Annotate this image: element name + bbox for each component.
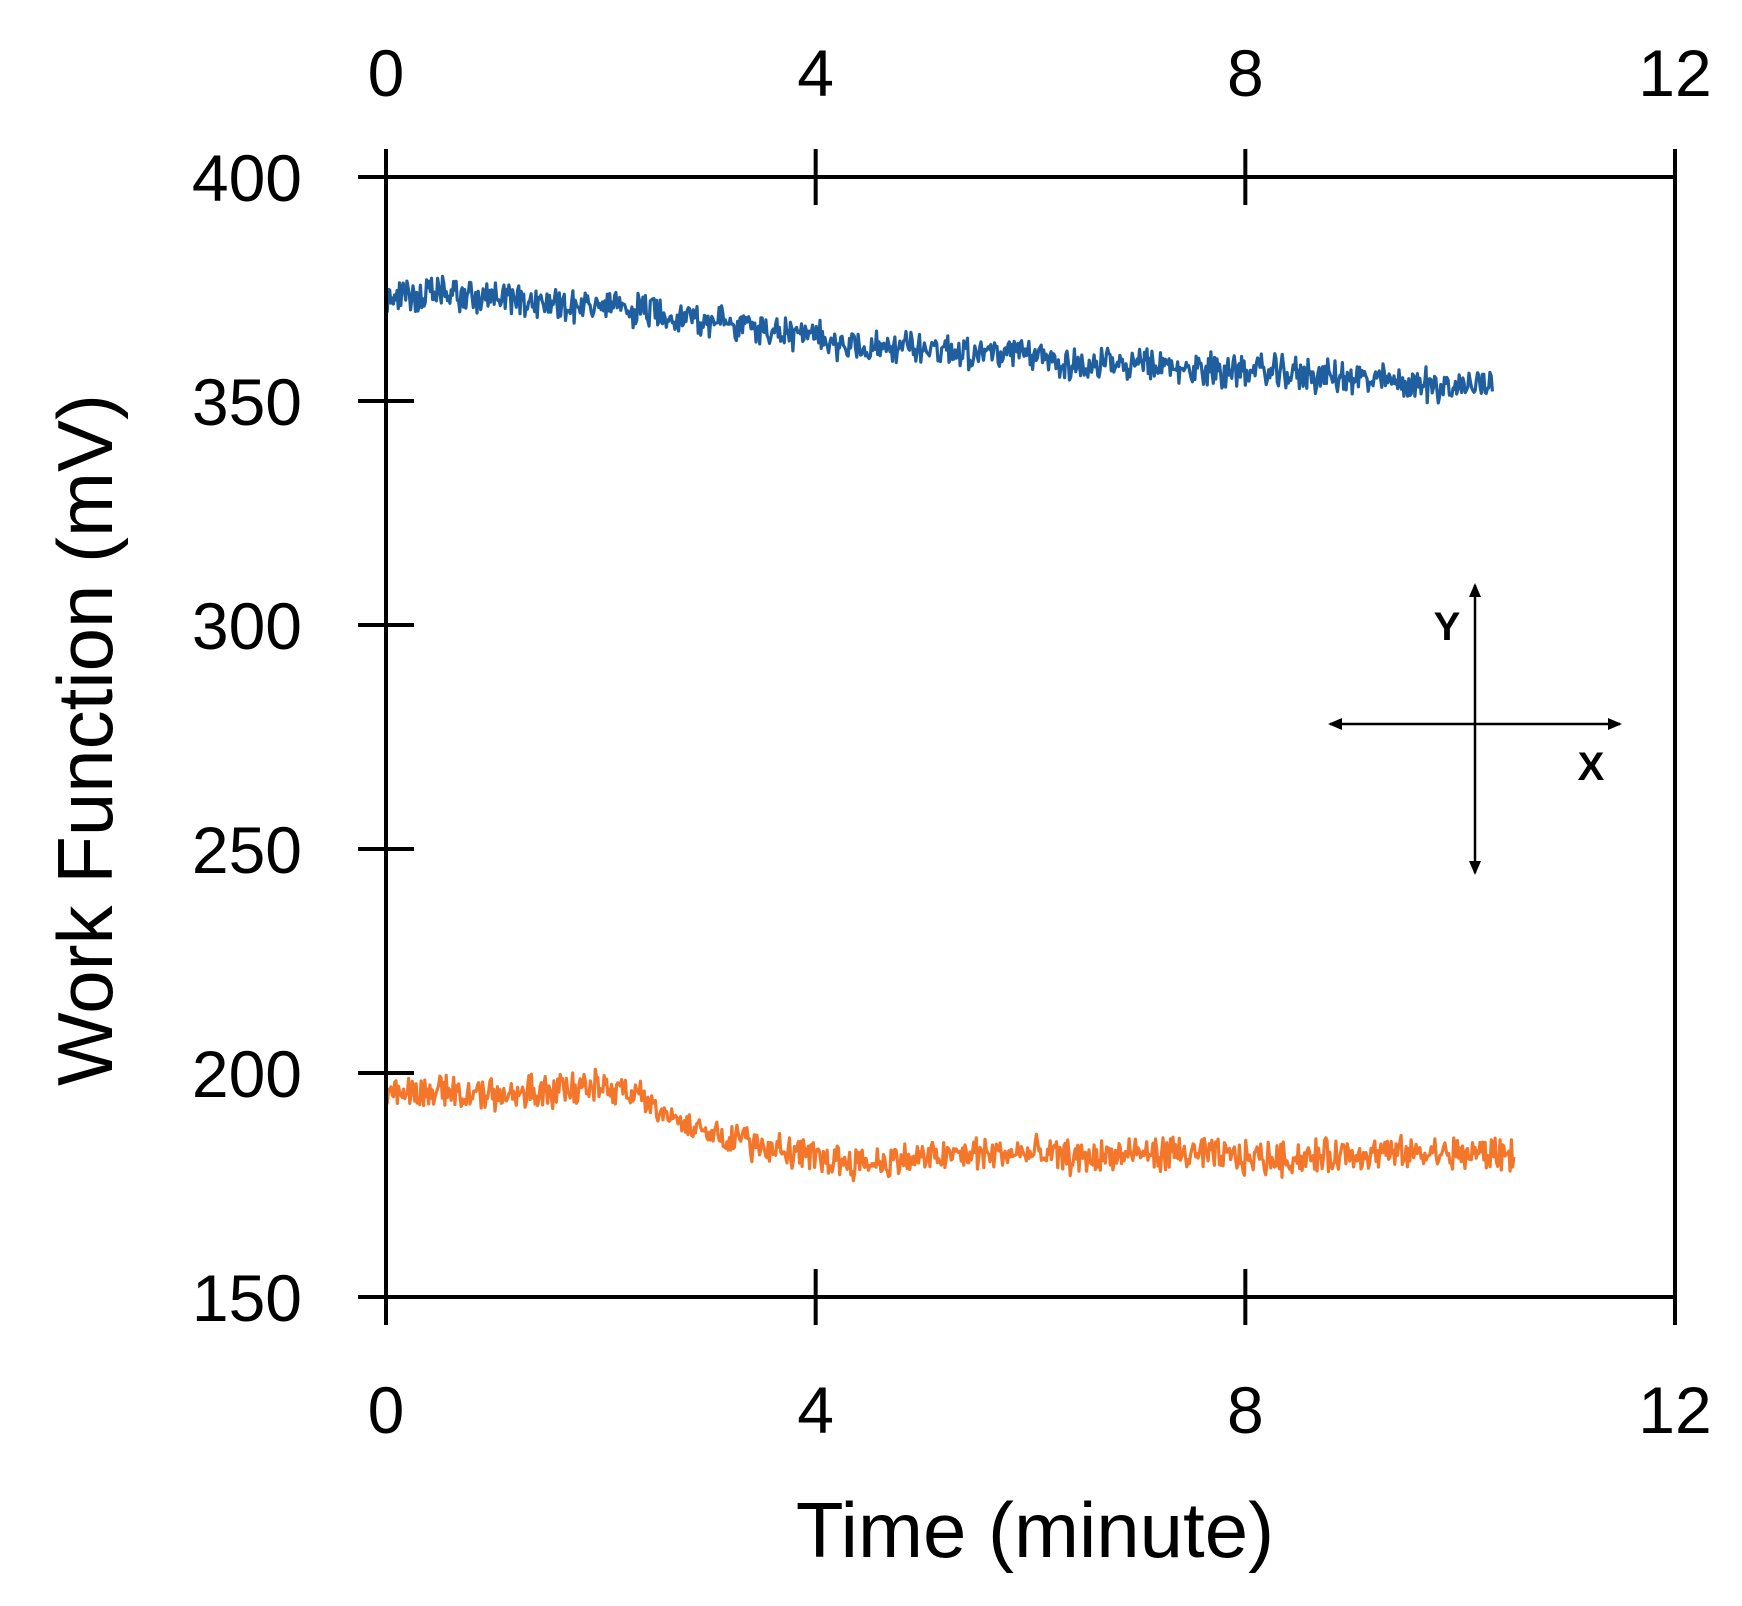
plot-frame [384,175,1677,1299]
tick-labels: 0 0 4 4 8 8 12 12 150 200 250 300 350 400 [192,36,1712,1447]
x-tick-label-top: 4 [797,36,834,110]
x-tick-label-top: 12 [1638,36,1711,110]
y-tick-label: 200 [192,1037,302,1111]
inset-y-arrow-top [1469,583,1481,597]
x-axis-title: Time (minute) [796,1486,1274,1574]
x-tick-label-bottom: 0 [368,1373,405,1447]
inset-x-arrow-right [1608,718,1622,730]
series-line-1 [384,274,1494,405]
x-tick-label-top: 0 [368,36,405,110]
y-axis-title: Work Function (mV) [41,394,129,1086]
ticks [358,149,1677,1325]
inset-x-label: X [1578,745,1605,789]
series-layer [384,274,1516,1183]
orientation-inset: Y X [1328,583,1622,875]
inset-y-arrow-bottom [1469,861,1481,875]
plot-area-border [384,175,1677,1299]
x-tick-label-bottom: 8 [1227,1373,1264,1447]
series-line-2 [384,1067,1516,1183]
inset-y-label: Y [1434,605,1461,649]
y-tick-label: 150 [192,1261,302,1335]
x-tick-label-bottom: 4 [797,1373,834,1447]
y-tick-label: 300 [192,589,302,663]
y-tick-label: 350 [192,365,302,439]
y-tick-label: 400 [192,141,302,215]
x-tick-label-top: 8 [1227,36,1264,110]
y-tick-label: 250 [192,813,302,887]
inset-x-arrow-left [1328,718,1342,730]
x-tick-label-bottom: 12 [1638,1373,1711,1447]
